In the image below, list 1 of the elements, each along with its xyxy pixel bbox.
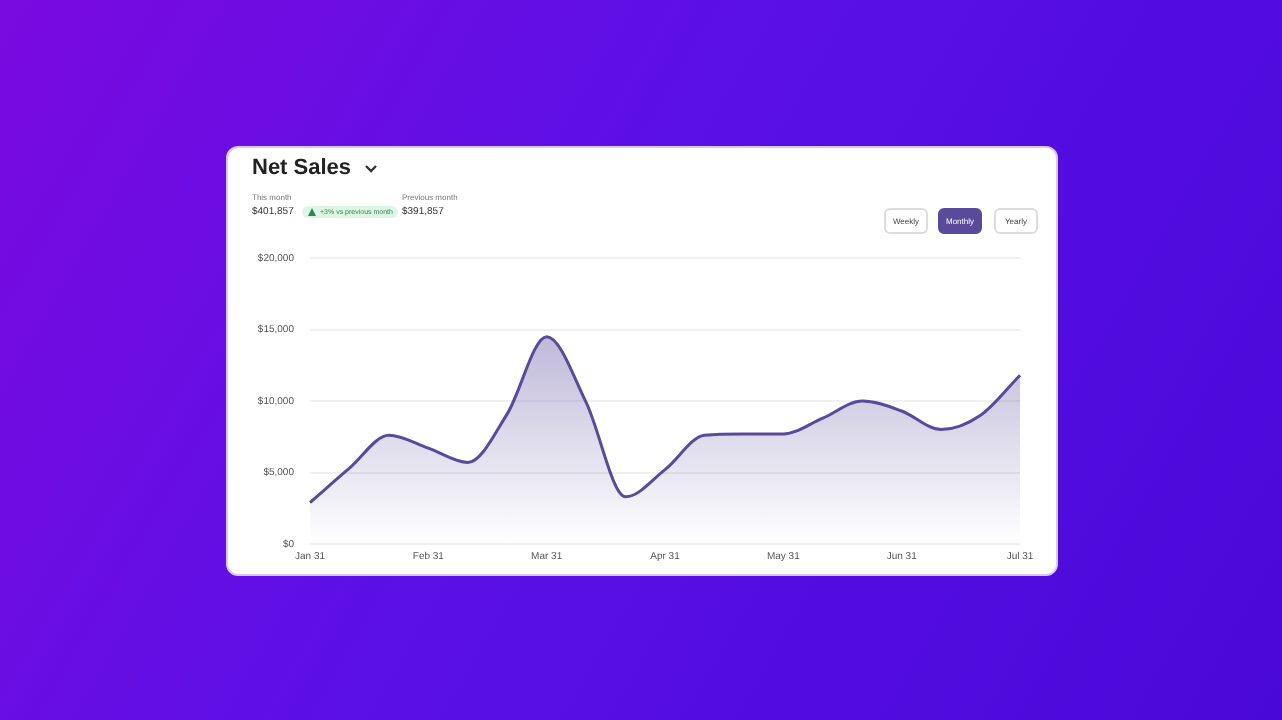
chart-title: Net Sales xyxy=(252,156,352,180)
